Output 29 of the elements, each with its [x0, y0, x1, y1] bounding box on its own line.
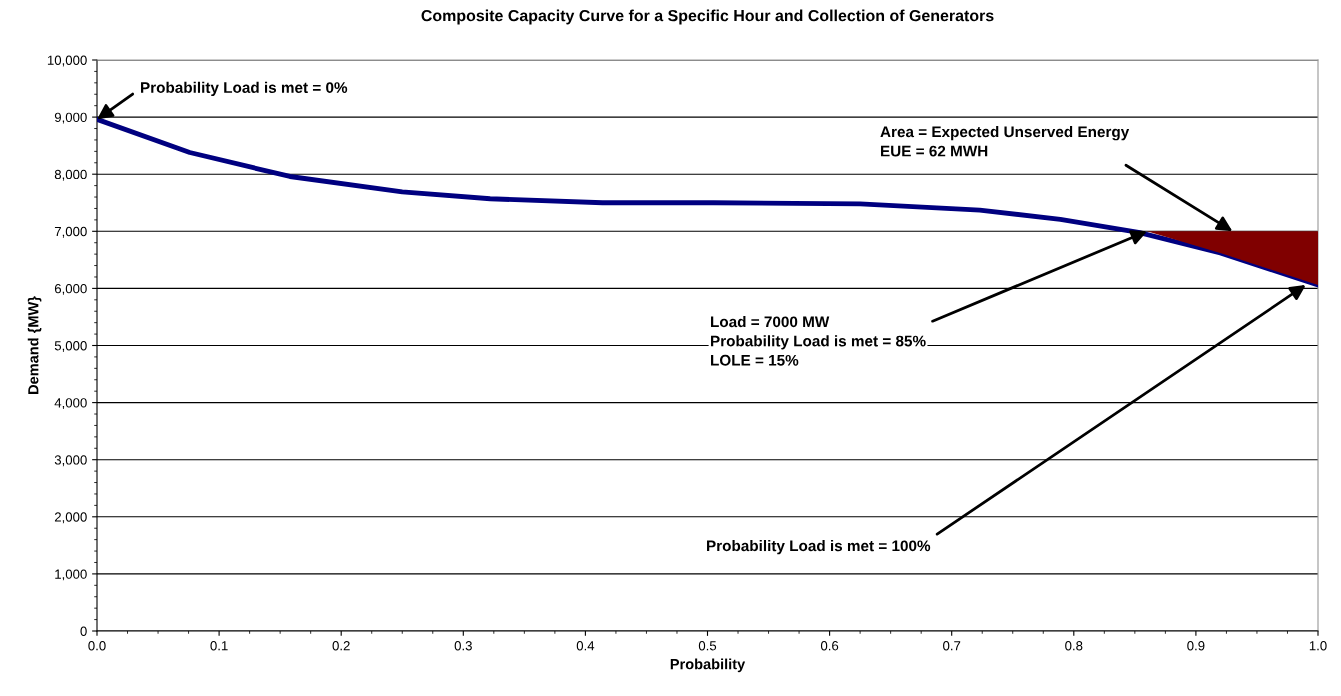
y-tick-label: 5,000: [54, 341, 87, 352]
y-tick-label: 3,000: [54, 455, 87, 467]
annotation: Load = 7000 MW Probability Load is met = 85% LOLE = 15%: [711, 316, 926, 366]
x-tick-label: 0.4: [576, 641, 595, 651]
y-tick-label: 8,000: [54, 169, 87, 181]
annotation: Probability Load is met = 0%: [141, 81, 348, 96]
y-tick-label: 9,000: [54, 112, 87, 124]
annotation: Area = Expected Unserved Energy EUE = 62 MWH: [880, 126, 1130, 157]
y-tick-label: 4,000: [54, 398, 87, 410]
x-tick-label: 0.2: [332, 641, 350, 651]
x-tick-label: 0.1: [210, 641, 228, 651]
annotation: Probability Load is met = 100%: [707, 540, 931, 555]
x-tick-label: 0.3: [454, 641, 472, 651]
x-tick-label: 0.8: [1065, 641, 1083, 651]
y-tick-label: 1,000: [55, 569, 87, 581]
y-tick-label: 2,000: [54, 512, 87, 524]
y-tick-label: 0: [80, 626, 87, 636]
x-tick-label: 0.9: [1187, 641, 1205, 651]
x-tick-label: 0.7: [943, 641, 961, 651]
y-tick-label: 6,000: [54, 283, 87, 295]
chart-title: Composite Capacity Curve for a Specific Hour and Collection of Generators: [421, 9, 994, 25]
x-axis-title: Probability: [670, 658, 746, 673]
y-tick-label: 7,000: [54, 226, 87, 238]
x-tick-label: 0.0: [88, 641, 106, 651]
y-tick-label: 10,000: [47, 55, 87, 67]
x-tick-label: 1.0: [1309, 641, 1327, 651]
x-tick-label: 0.6: [820, 641, 839, 651]
y-axis-title: Demand {MW}: [27, 296, 42, 394]
x-tick-label: 0.5: [698, 641, 717, 651]
